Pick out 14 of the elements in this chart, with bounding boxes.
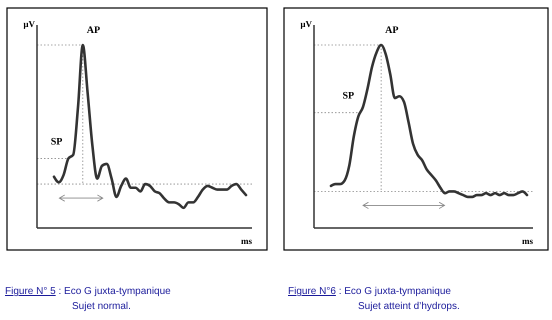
ref-line-label: SP xyxy=(342,90,354,102)
text: Figure N°6 xyxy=(288,286,336,297)
ref-line-label: AP xyxy=(86,25,100,36)
text: Sujet normal. xyxy=(72,301,131,312)
y-axis-title: µV xyxy=(23,19,36,29)
ref-line-label: AP xyxy=(385,25,398,36)
ref-line-label: SP xyxy=(50,136,62,148)
x-axis-title: ms xyxy=(241,236,252,246)
text: : Eco G juxta-tympanique xyxy=(336,286,452,297)
text: Figure N° 5 xyxy=(5,286,56,297)
text: : Eco G juxta-tympanique xyxy=(56,286,172,297)
y-axis-title: µV xyxy=(300,19,312,29)
x-axis-title: ms xyxy=(522,236,534,246)
text: Sujet atteint d’hydrops. xyxy=(358,301,460,312)
